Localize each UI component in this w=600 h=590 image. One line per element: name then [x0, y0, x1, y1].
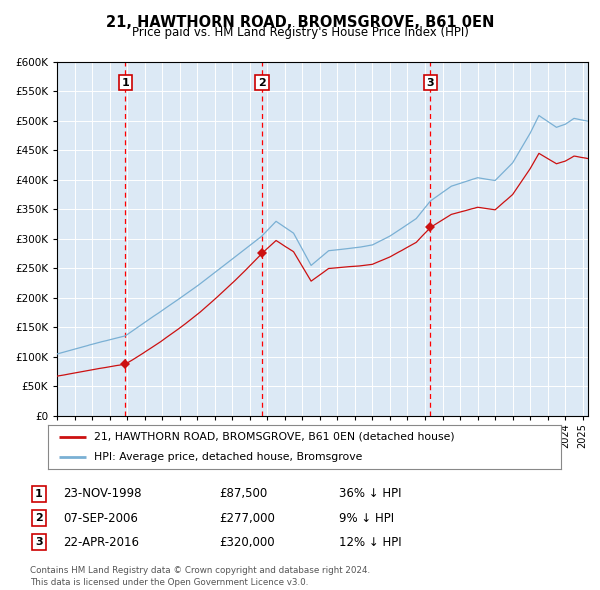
Text: 9% ↓ HPI: 9% ↓ HPI	[339, 512, 394, 525]
Text: 1: 1	[121, 78, 129, 87]
Text: 2: 2	[35, 513, 43, 523]
Text: 1: 1	[35, 489, 43, 499]
Text: £87,500: £87,500	[219, 487, 267, 500]
Text: £320,000: £320,000	[219, 536, 275, 549]
Text: Price paid vs. HM Land Registry's House Price Index (HPI): Price paid vs. HM Land Registry's House …	[131, 26, 469, 39]
Text: Contains HM Land Registry data © Crown copyright and database right 2024.
This d: Contains HM Land Registry data © Crown c…	[30, 566, 370, 587]
Text: 07-SEP-2006: 07-SEP-2006	[63, 512, 138, 525]
Text: HPI: Average price, detached house, Bromsgrove: HPI: Average price, detached house, Brom…	[94, 452, 362, 462]
Text: 21, HAWTHORN ROAD, BROMSGROVE, B61 0EN: 21, HAWTHORN ROAD, BROMSGROVE, B61 0EN	[106, 15, 494, 30]
Text: 36% ↓ HPI: 36% ↓ HPI	[339, 487, 401, 500]
Text: 21, HAWTHORN ROAD, BROMSGROVE, B61 0EN (detached house): 21, HAWTHORN ROAD, BROMSGROVE, B61 0EN (…	[94, 432, 455, 442]
Text: 3: 3	[35, 537, 43, 547]
Text: £277,000: £277,000	[219, 512, 275, 525]
Text: 2: 2	[258, 78, 266, 87]
Text: 12% ↓ HPI: 12% ↓ HPI	[339, 536, 401, 549]
Text: 23-NOV-1998: 23-NOV-1998	[63, 487, 142, 500]
Text: 22-APR-2016: 22-APR-2016	[63, 536, 139, 549]
Text: 3: 3	[427, 78, 434, 87]
